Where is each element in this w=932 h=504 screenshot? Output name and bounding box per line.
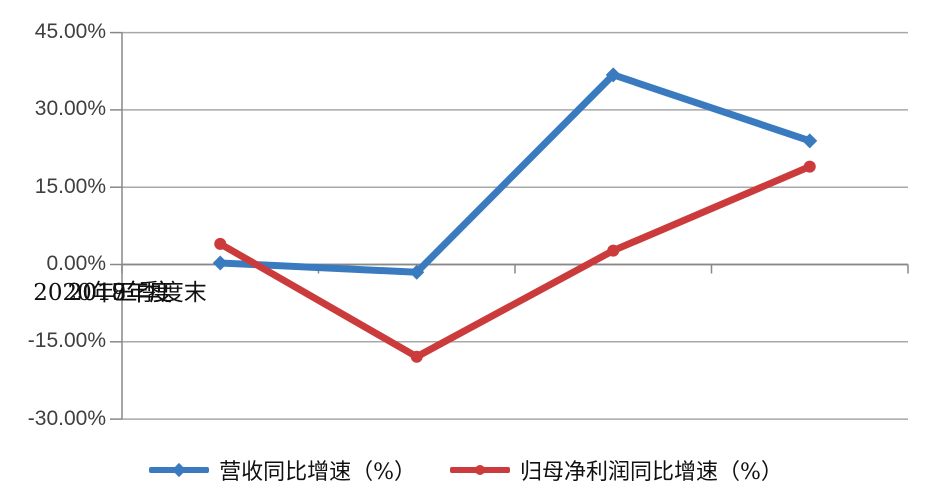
y-tick-label: 30.00% — [34, 97, 106, 120]
legend-label: 归母净利润同比增速（%） — [520, 460, 783, 485]
y-tick-label: -30.00% — [27, 407, 106, 430]
legend: 营收同比增速（%） 归母净利润同比增速（%） — [0, 452, 932, 488]
x-category-label: 2018年度 — [67, 280, 173, 306]
legend-label: 营收同比增速（%） — [219, 460, 416, 485]
legend-swatch-blue-line — [149, 462, 210, 478]
y-tick-label: -15.00% — [27, 329, 106, 352]
x-category-label: 2019年度 — [67, 280, 173, 306]
y-tick-label: 15.00% — [34, 175, 106, 198]
legend-swatch-red-line — [450, 464, 510, 476]
x-category-label: 2020年三季度末 — [33, 280, 207, 306]
legend-item-revenue-growth: 营收同比增速（%） — [149, 454, 416, 486]
circle-marker-icon — [475, 465, 485, 475]
y-tick-label: 45.00% — [34, 20, 106, 43]
y-tick-label: 0.00% — [46, 252, 106, 275]
x-category-label: 2017年度 — [67, 280, 173, 306]
diamond-marker-icon — [172, 462, 187, 478]
legend-item-net-profit-growth: 归母净利润同比增速（%） — [450, 454, 783, 486]
